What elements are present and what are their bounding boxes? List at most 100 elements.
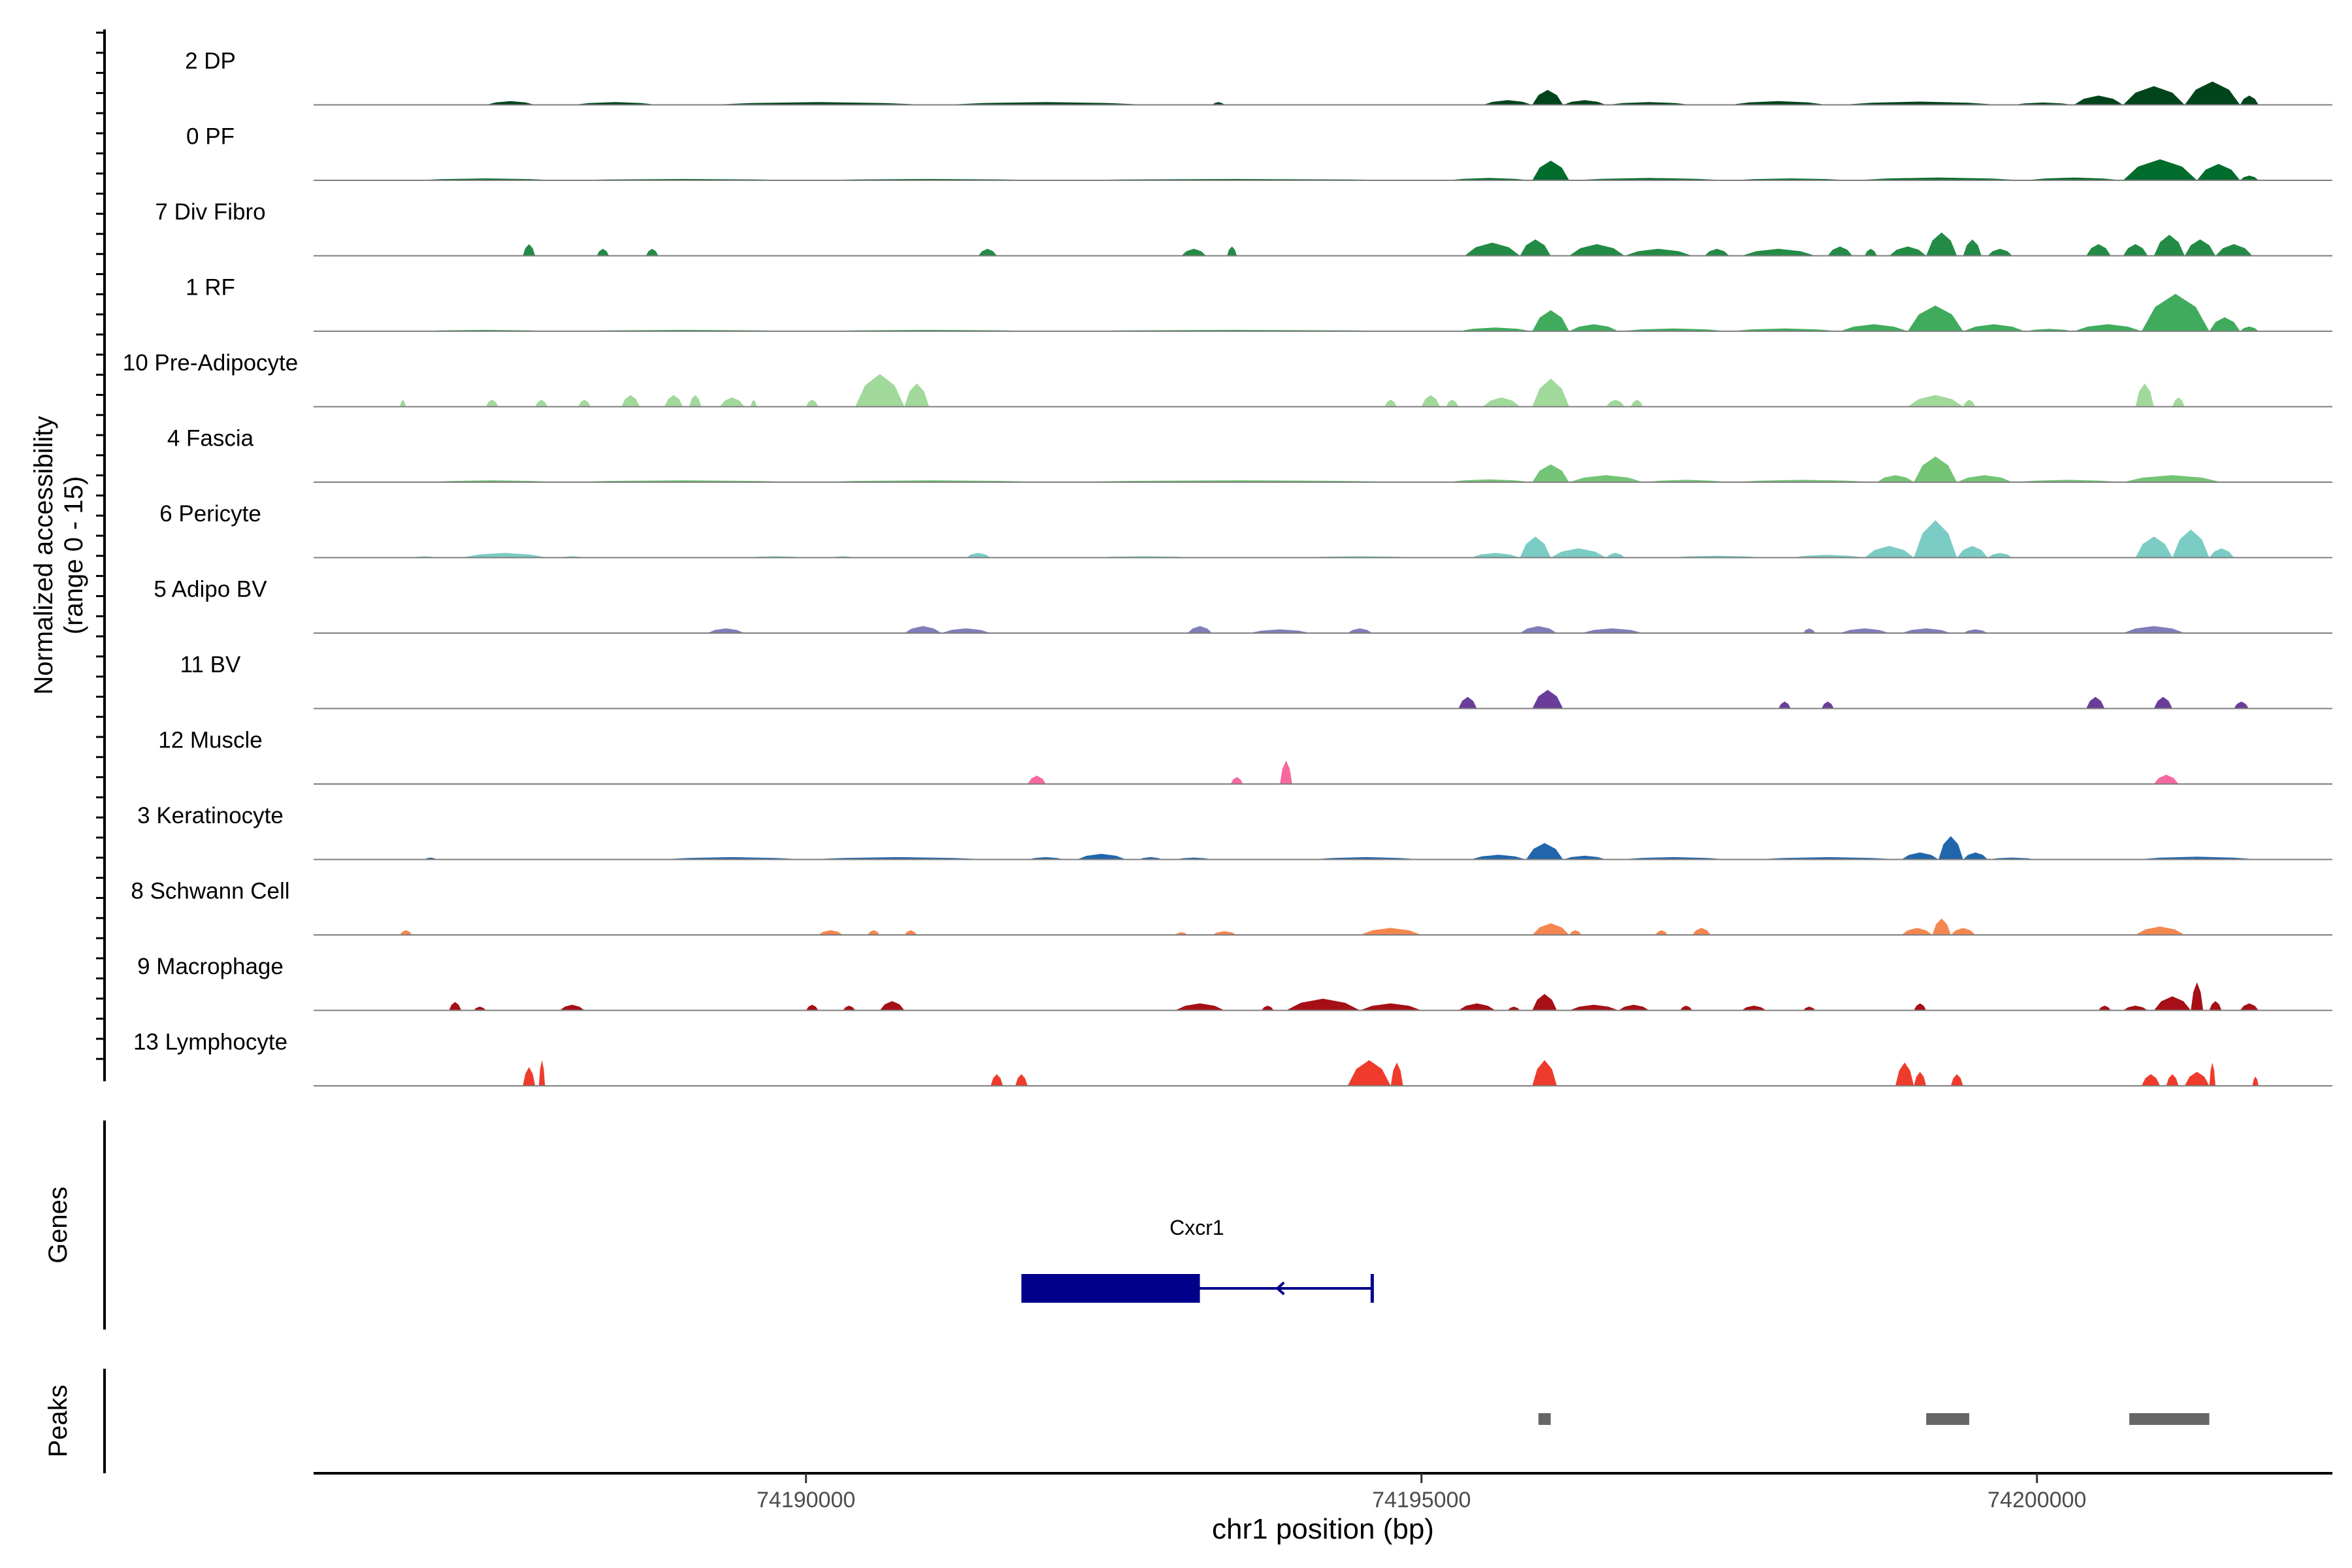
track-11-bv: 11 BV: [180, 652, 2332, 710]
coverage-peak: [1482, 397, 1520, 407]
coverage-peak: [1606, 399, 1625, 407]
track-label: 0 PF: [186, 124, 235, 150]
coverage-peak: [750, 399, 757, 407]
coverage-peak: [2172, 529, 2210, 558]
coverage-peak: [2209, 1062, 2215, 1086]
coverage-peak: [843, 1005, 855, 1011]
coverage-peak: [2142, 293, 2210, 331]
coverage-peak: [2191, 982, 2204, 1011]
coverage-peak: [1249, 629, 1311, 633]
coverage-peak: [2234, 701, 2249, 709]
coverage-peak: [941, 628, 991, 633]
coverage-peak: [2025, 177, 2123, 180]
coverage-peak: [2099, 1005, 2111, 1011]
coverage-peak: [1803, 628, 1816, 633]
coverage-peak: [1908, 305, 1963, 331]
coverage-peak: [1212, 102, 1225, 105]
coverage-peak: [1618, 328, 1729, 331]
coverage-peak: [904, 383, 930, 407]
track-label: 3 Keratinocyte: [137, 803, 284, 828]
coverage-peak: [1987, 553, 2013, 558]
coverage-peak: [855, 374, 905, 407]
track-7-div-fibro: 7 Div Fibro: [155, 199, 2332, 257]
coverage-peak: [806, 399, 819, 407]
coverage-peak: [1950, 1074, 1963, 1086]
coverage-peak: [1230, 777, 1243, 784]
track-10-pre-adipocyte: 10 Pre-Adipocyte: [123, 350, 2332, 408]
coverage-peak: [2135, 383, 2154, 407]
coverage-peak: [485, 101, 536, 105]
gene-name-label: Cxcr1: [1169, 1216, 1224, 1239]
coverage-peak: [2123, 626, 2185, 633]
coverage-peak: [707, 628, 745, 633]
coverage-peak: [2123, 475, 2222, 482]
coverage-peak: [2123, 86, 2185, 105]
track-4-fascia: 4 Fascia: [167, 426, 2332, 483]
coverage-peak: [1520, 626, 1557, 633]
coverage-peak: [1384, 399, 1397, 407]
coverage-peak: [1446, 479, 1533, 482]
coverage-peak: [538, 1060, 546, 1086]
coverage-peak: [978, 248, 997, 256]
coverage-peak: [449, 1002, 462, 1011]
coverage-peak: [1532, 90, 1563, 105]
coverage-peak: [2184, 81, 2240, 105]
coverage-peak: [879, 1001, 905, 1011]
coverage-peak: [1963, 399, 1976, 407]
coverage-peak: [1963, 629, 1988, 633]
coverage-peak: [2123, 159, 2197, 180]
coverage-peak: [1957, 475, 2013, 482]
coverage-peak: [2209, 317, 2240, 331]
coverage-peak: [2215, 244, 2253, 256]
coverage-peak: [1563, 100, 1607, 105]
peaks-track-label: Peaks: [44, 1384, 73, 1457]
x-axis-label: chr1 position (bp): [1212, 1513, 1434, 1545]
coverage-peak: [1963, 324, 2025, 331]
coverage-peak: [2153, 696, 2173, 709]
coverage-peak: [485, 399, 498, 407]
gene-model: Cxcr1: [1021, 1216, 1374, 1303]
coverage-peak: [473, 1006, 486, 1011]
coverage-peak: [1889, 246, 1927, 256]
track-12-muscle: 12 Muscle: [158, 728, 2332, 785]
coverage-peak: [867, 930, 880, 935]
coverage-peak: [1865, 248, 1877, 256]
coverage-peak: [1520, 536, 1551, 558]
coverage-peak: [1458, 696, 1477, 709]
coverage-peak: [1181, 248, 1206, 256]
coverage-peak: [523, 1067, 536, 1086]
track-label: 10 Pre-Adipocyte: [123, 350, 298, 376]
coverage-peak: [1680, 1005, 1693, 1011]
coverage-peak: [707, 102, 930, 105]
track-label: 6 Pericyte: [159, 501, 261, 527]
coverage-peak: [1908, 395, 1963, 407]
track-2-dp: 2 DP: [185, 48, 2332, 106]
coverage-peak: [1458, 327, 1533, 331]
coverage-peak: [1895, 1062, 1914, 1086]
track-label: 4 Fascia: [167, 426, 254, 451]
coverage-peak: [1446, 399, 1459, 407]
coverage-peak: [1914, 1003, 1927, 1011]
coverage-peak: [1212, 931, 1237, 935]
x-axis-ticks: 74190000 74195000 74200000: [757, 1473, 2086, 1512]
coverage-peak: [1852, 177, 2025, 180]
coverage-peak: [1914, 456, 1957, 482]
coverage-peak: [1532, 923, 1569, 935]
track-0-pf: 0 PF: [186, 124, 2332, 181]
track-8-schwann-cell: 8 Schwann Cell: [131, 879, 2332, 936]
coverage-peak: [966, 553, 991, 558]
coverage-peak: [1840, 101, 2001, 105]
track-5-adipo-bv: 5 Adipo BV: [154, 577, 2332, 634]
coverage-peak: [1963, 239, 1982, 256]
coverage-peak: [2123, 1005, 2148, 1011]
coverage-peak: [1286, 998, 1360, 1011]
x-tick-label: 74200000: [1987, 1488, 2086, 1512]
coverage-peak: [1791, 555, 1865, 558]
coverage-peak: [2153, 774, 2179, 784]
coverage-peak: [1532, 689, 1563, 709]
coverage-peak: [1569, 930, 1582, 935]
coverage-peak: [1526, 843, 1563, 860]
coverage-peak: [1569, 244, 1625, 256]
coverage-peak: [1520, 239, 1551, 256]
coverage-peak: [2153, 235, 2185, 256]
